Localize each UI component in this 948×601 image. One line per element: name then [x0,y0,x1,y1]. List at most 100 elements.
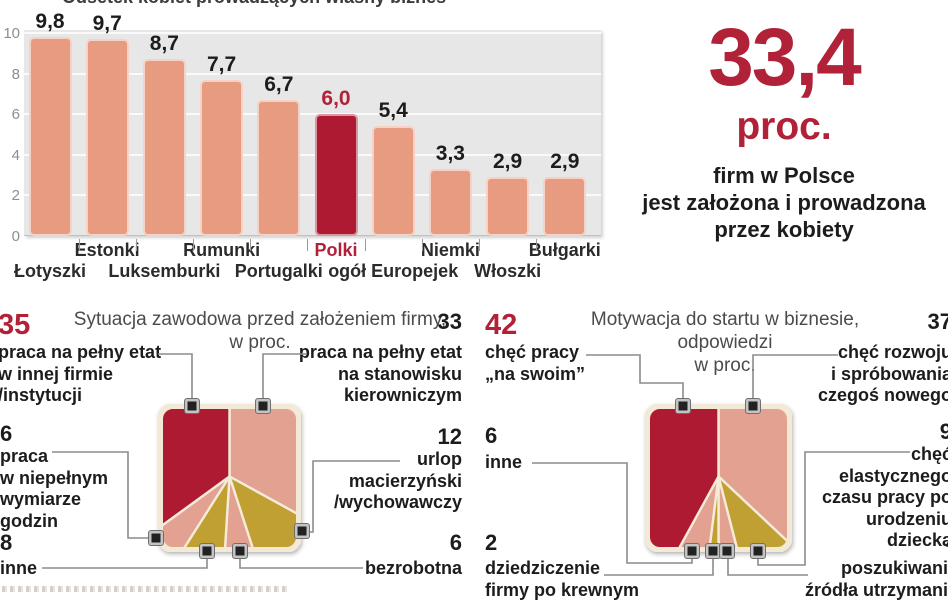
bar-value-label: 3,3 [422,142,478,166]
callout-number: 6 [485,424,522,448]
callout-label-line: chęć [822,444,948,466]
source-line-partial [2,586,288,592]
callout-number: 6 [365,531,462,555]
stat-description-line: jest założona i prowadzona [620,189,948,216]
callout-label-line: poszukiwanie [805,558,948,580]
bar-value-label: 5,4 [365,99,421,123]
square-pie-left [158,404,301,552]
callout-l6b: 6 bezrobotna [365,531,462,580]
connector-line [158,354,192,399]
bar-value-label: 2,9 [480,150,536,174]
callout-label-line: na stanowisku [299,364,462,386]
callout-label-line: bezrobotna [365,558,462,580]
callout-label-line: w innej firmie [0,364,161,386]
bar-value-label: 6,0 [308,87,364,111]
callout-label-line: praca [0,446,108,468]
bar-value-label: 2,9 [537,150,593,174]
callout-number: 33 [299,310,462,334]
callout-label-line: elastycznego [822,466,948,488]
callout-number: 9 [822,420,948,444]
callout-number: 37 [818,310,948,334]
callout-label-line: urodzeniu [822,509,948,531]
callout-label-line: kierowniczym [299,385,462,407]
callout-label-line: godzin [0,511,108,533]
stat-unit: proc. [620,106,948,148]
callout-number: 4 [805,531,948,555]
callout-number: 42 [485,310,585,340]
callout-number: 35 [0,310,161,340]
y-axis-tick-label: 10 [0,25,20,42]
bar-category-label: ogół Europejek [328,261,458,282]
bar [429,169,472,236]
callout-number: 8 [0,531,37,555]
callout-label-line: chęć rozwoju [818,342,948,364]
bar-value-label: 8,7 [136,32,192,56]
bar-value-label: 9,8 [22,10,78,34]
connector-line [728,558,808,575]
x-axis-tick [422,239,423,251]
bar [257,100,300,236]
callout-label-line: praca na pełny etat [0,342,161,364]
callout-number: 6 [0,422,108,446]
bar-category-label: Polki [271,240,401,261]
bar [29,37,72,236]
callout-label-line: w niepełnym [0,468,108,490]
bar [315,114,358,236]
bar-category-label: Bułgarki [500,240,630,261]
bar-category-label: Luksemburki [99,261,229,282]
x-axis-tick [479,239,480,251]
connector-line [240,559,363,568]
callout-label-line: i spróbowania [818,364,948,386]
bar [543,177,586,236]
connector-line [42,559,207,568]
bar-category-label: Rumunki [157,240,287,261]
bar-chart-title: Odsetek kobiet prowadzących własny bizne… [62,0,446,8]
bar-category-label: Niemki [385,240,515,261]
callout-r6: 6 inne [485,424,522,474]
square-pie-right [645,404,792,552]
callout-label-line: inne [0,558,37,580]
bar [486,177,529,236]
stat-description-line: przez kobiety [620,216,948,243]
callout-label-line: dziedziczenie [485,558,639,580]
bar-category-label: Portugalki [214,261,344,282]
callout-label-line: „na swoim” [485,364,585,386]
bar-value-label: 7,7 [194,53,250,77]
callout-label-line: czasu pracy po [822,487,948,509]
stat-description-line: firm w Polsce [620,162,948,189]
x-axis-tick [307,239,308,251]
callout-number: 2 [485,531,639,555]
x-axis-tick [79,239,80,251]
callout-label-line: firmy po krewnym [485,580,639,601]
callout-label-line: urlop [334,449,462,471]
callout-l8: 8 inne [0,531,37,580]
bar [86,39,129,236]
x-axis-tick [365,239,366,251]
callout-label-line: /wychowawczy [334,492,462,514]
callout-label-line: praca na pełny etat [299,342,462,364]
callout-label-line: wymiarze [0,489,108,511]
y-axis-tick-label: 2 [0,187,20,204]
bar [200,80,243,236]
callout-label-line: czegoś nowego [818,385,948,407]
callout-label-line: źródła utrzymania [805,580,948,601]
bar-category-label: Łotyszki [0,261,115,282]
bar-value-label: 6,7 [251,73,307,97]
x-axis-tick [536,239,537,251]
stat-value: 33,4 [620,12,948,104]
callout-label-line: inne [485,452,522,474]
x-axis-tick [250,239,251,251]
y-axis-tick-label: 4 [0,147,20,164]
y-axis-tick-label: 0 [0,228,20,245]
bar [143,59,186,236]
